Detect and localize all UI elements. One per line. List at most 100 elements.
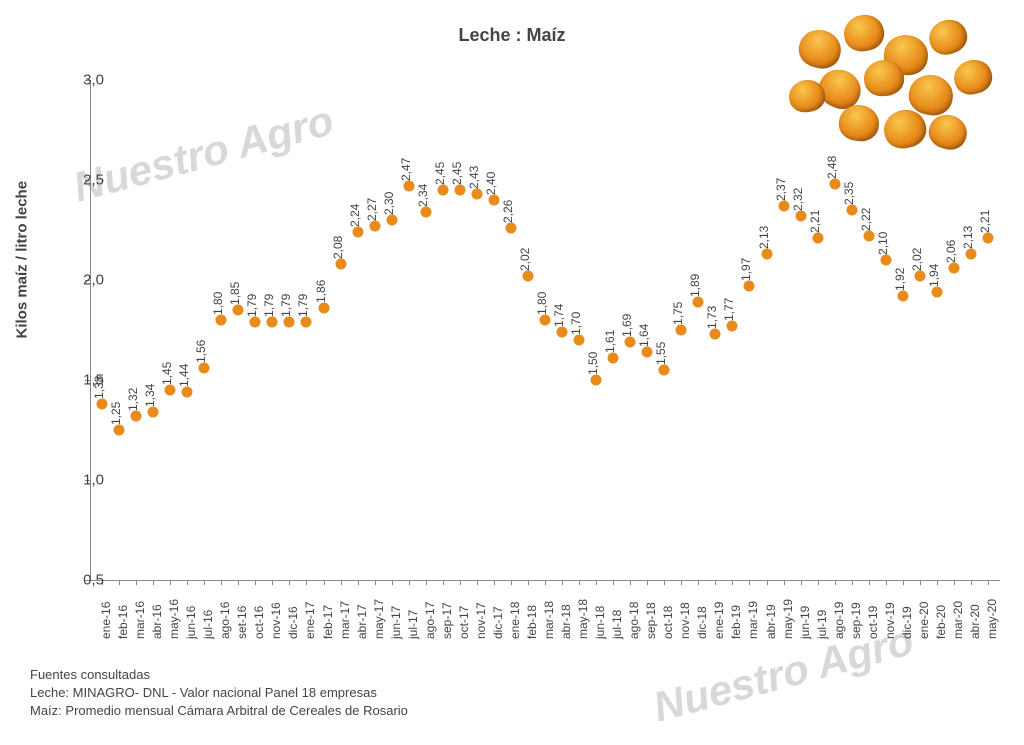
x-tick-label: ago-16 bbox=[218, 602, 232, 639]
x-tick-label: jun-19 bbox=[798, 606, 812, 639]
data-label: 1,55 bbox=[654, 342, 668, 365]
data-label: 1,70 bbox=[569, 312, 583, 335]
data-label: 1,73 bbox=[705, 306, 719, 329]
x-tick-label: feb-19 bbox=[729, 605, 743, 639]
data-marker bbox=[693, 297, 704, 308]
x-tick-label: oct-17 bbox=[457, 606, 471, 639]
data-marker bbox=[710, 329, 721, 340]
y-axis-label: Kilos maíz / litro leche bbox=[14, 181, 31, 339]
y-tick-label: 2,0 bbox=[83, 272, 104, 289]
data-marker bbox=[284, 317, 295, 328]
data-marker bbox=[659, 365, 670, 376]
data-label: 1,32 bbox=[126, 388, 140, 411]
x-tick-label: abr-20 bbox=[968, 604, 982, 639]
data-marker bbox=[812, 233, 823, 244]
x-tick-label: mar-18 bbox=[542, 601, 556, 639]
data-label: 1,34 bbox=[143, 384, 157, 407]
data-label: 2,02 bbox=[910, 248, 924, 271]
data-label: 2,30 bbox=[382, 192, 396, 215]
data-marker bbox=[778, 201, 789, 212]
x-tick-label: dic-17 bbox=[491, 606, 505, 639]
x-tick-label: nov-18 bbox=[678, 602, 692, 639]
x-tick-label: jun-17 bbox=[389, 606, 403, 639]
data-marker bbox=[199, 363, 210, 374]
data-label: 1,85 bbox=[228, 282, 242, 305]
data-marker bbox=[761, 249, 772, 260]
data-marker bbox=[165, 385, 176, 396]
x-tick-label: ene-19 bbox=[712, 602, 726, 639]
sources-line2: Maíz: Promedio mensual Cámara Arbitral d… bbox=[30, 702, 408, 720]
data-marker bbox=[182, 387, 193, 398]
x-tick-label: may-16 bbox=[167, 599, 181, 639]
data-marker bbox=[557, 327, 568, 338]
chart-title: Leche : Maíz bbox=[458, 25, 565, 46]
data-label: 2,22 bbox=[859, 208, 873, 231]
data-marker bbox=[233, 305, 244, 316]
data-label: 2,35 bbox=[842, 182, 856, 205]
data-marker bbox=[216, 315, 227, 326]
data-marker bbox=[591, 375, 602, 386]
data-marker bbox=[352, 227, 363, 238]
data-marker bbox=[965, 249, 976, 260]
x-tick-label: jul-19 bbox=[815, 610, 829, 639]
data-marker bbox=[437, 185, 448, 196]
data-marker bbox=[625, 337, 636, 348]
plot-area: ene-161,38feb-161,25mar-161,32abr-161,34… bbox=[90, 80, 1000, 580]
data-label: 1,79 bbox=[296, 294, 310, 317]
data-label: 2,43 bbox=[467, 166, 481, 189]
data-label: 2,37 bbox=[774, 178, 788, 201]
data-label: 2,02 bbox=[518, 248, 532, 271]
y-tick-label: 1,5 bbox=[83, 372, 104, 389]
data-label: 2,13 bbox=[757, 226, 771, 249]
x-tick-label: mar-16 bbox=[133, 601, 147, 639]
data-marker bbox=[642, 347, 653, 358]
data-label: 2,24 bbox=[348, 204, 362, 227]
x-tick-label: ago-19 bbox=[832, 602, 846, 639]
data-marker bbox=[131, 411, 142, 422]
data-marker bbox=[471, 189, 482, 200]
data-marker bbox=[148, 407, 159, 418]
data-marker bbox=[386, 215, 397, 226]
y-tick-label: 2,5 bbox=[83, 172, 104, 189]
data-label: 1,69 bbox=[620, 314, 634, 337]
data-label: 2,27 bbox=[365, 198, 379, 221]
data-marker bbox=[318, 303, 329, 314]
x-tick-label: mar-19 bbox=[746, 601, 760, 639]
data-marker bbox=[727, 321, 738, 332]
x-tick-label: set-16 bbox=[235, 606, 249, 639]
x-tick-label: jul-18 bbox=[610, 610, 624, 639]
x-tick-label: oct-18 bbox=[661, 606, 675, 639]
data-marker bbox=[114, 425, 125, 436]
data-label: 1,75 bbox=[671, 302, 685, 325]
data-label: 1,89 bbox=[688, 274, 702, 297]
data-marker bbox=[829, 179, 840, 190]
x-tick-label: feb-20 bbox=[934, 605, 948, 639]
y-tick-label: 0,5 bbox=[83, 572, 104, 589]
x-tick-label: ene-20 bbox=[917, 602, 931, 639]
data-marker bbox=[335, 259, 346, 270]
data-label: 2,13 bbox=[961, 226, 975, 249]
data-marker bbox=[795, 211, 806, 222]
data-marker bbox=[301, 317, 312, 328]
data-marker bbox=[880, 255, 891, 266]
data-label: 2,32 bbox=[791, 188, 805, 211]
data-label: 1,56 bbox=[194, 340, 208, 363]
data-label: 2,08 bbox=[331, 236, 345, 259]
data-marker bbox=[454, 185, 465, 196]
data-marker bbox=[97, 399, 108, 410]
x-tick-label: ene-16 bbox=[99, 602, 113, 639]
x-tick-label: may-17 bbox=[372, 599, 386, 639]
data-marker bbox=[948, 263, 959, 274]
data-label: 2,21 bbox=[978, 210, 992, 233]
data-marker bbox=[540, 315, 551, 326]
x-tick-label: mar-17 bbox=[338, 601, 352, 639]
x-tick-label: feb-17 bbox=[321, 605, 335, 639]
data-label: 1,97 bbox=[739, 258, 753, 281]
x-tick-label: jun-16 bbox=[184, 606, 198, 639]
x-tick-label: mar-20 bbox=[951, 601, 965, 639]
data-label: 1,86 bbox=[314, 280, 328, 303]
x-tick-label: ene-17 bbox=[303, 602, 317, 639]
data-label: 1,94 bbox=[927, 264, 941, 287]
data-label: 2,47 bbox=[399, 158, 413, 181]
data-marker bbox=[250, 317, 261, 328]
